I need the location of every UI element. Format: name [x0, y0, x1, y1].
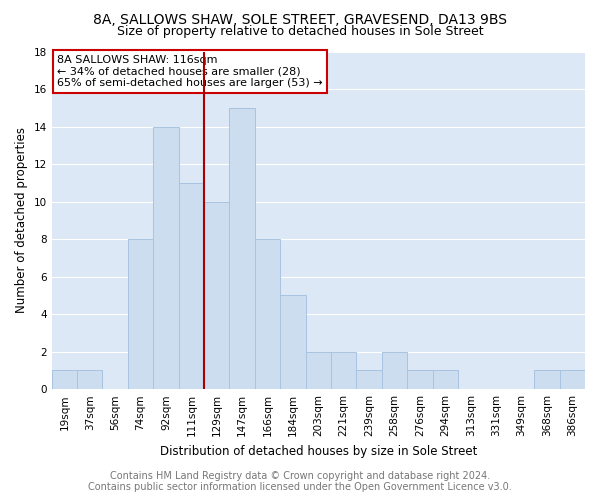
Bar — [77, 370, 103, 389]
Bar — [407, 370, 433, 389]
Bar — [153, 126, 179, 389]
Bar — [331, 352, 356, 389]
Bar — [255, 239, 280, 389]
Bar — [204, 202, 229, 389]
Bar — [179, 183, 204, 389]
Bar — [280, 296, 305, 389]
Text: Size of property relative to detached houses in Sole Street: Size of property relative to detached ho… — [116, 25, 484, 38]
Bar — [534, 370, 560, 389]
Text: Contains HM Land Registry data © Crown copyright and database right 2024.
Contai: Contains HM Land Registry data © Crown c… — [88, 471, 512, 492]
Text: 8A SALLOWS SHAW: 116sqm
← 34% of detached houses are smaller (28)
65% of semi-de: 8A SALLOWS SHAW: 116sqm ← 34% of detache… — [57, 55, 323, 88]
X-axis label: Distribution of detached houses by size in Sole Street: Distribution of detached houses by size … — [160, 444, 477, 458]
Bar — [305, 352, 331, 389]
Bar — [229, 108, 255, 389]
Bar — [52, 370, 77, 389]
Bar — [560, 370, 585, 389]
Y-axis label: Number of detached properties: Number of detached properties — [15, 128, 28, 314]
Bar — [433, 370, 458, 389]
Text: 8A, SALLOWS SHAW, SOLE STREET, GRAVESEND, DA13 9BS: 8A, SALLOWS SHAW, SOLE STREET, GRAVESEND… — [93, 12, 507, 26]
Bar — [356, 370, 382, 389]
Bar — [382, 352, 407, 389]
Bar — [128, 239, 153, 389]
